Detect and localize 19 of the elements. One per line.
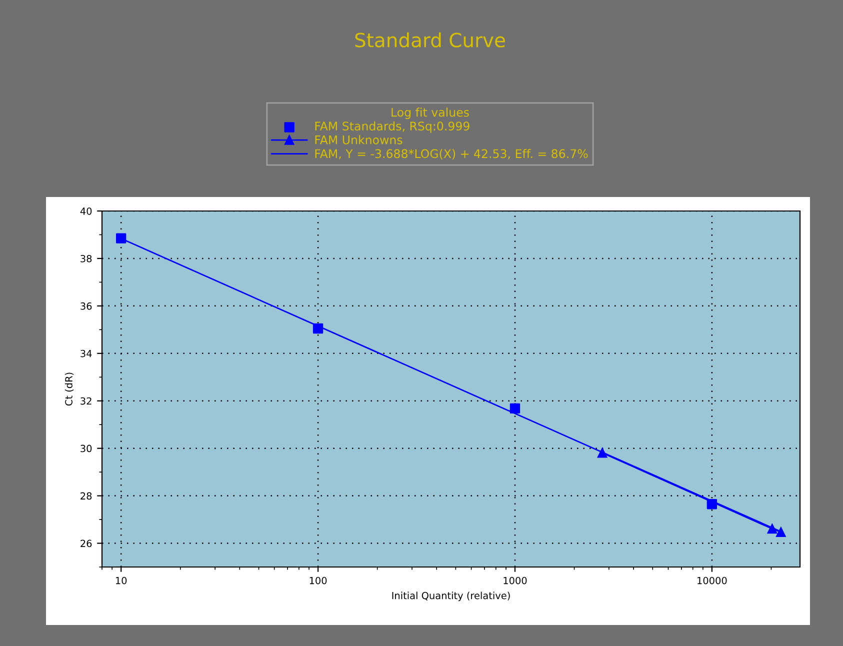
- chart-title: Standard Curve: [355, 32, 505, 48]
- y-tick-label: 36: [80, 302, 92, 310]
- y-tick-label: 30: [80, 444, 92, 452]
- x-tick-label: 100: [310, 576, 327, 584]
- y-tick-label: 26: [80, 540, 92, 548]
- y-tick-label: 34: [80, 350, 92, 358]
- x-axis-title: Initial Quantity (relative): [392, 592, 510, 602]
- y-axis-title: Ct (dR): [64, 372, 74, 406]
- x-tick-label: 10: [116, 576, 127, 584]
- legend-label: FAM Unknowns: [315, 135, 402, 144]
- y-tick-label: 38: [80, 254, 92, 262]
- legend-title: Log fit values: [392, 108, 469, 120]
- legend-label: FAM, Y = -3.688*LOG(X) + 42.53, Eff. = 86.7%: [315, 148, 588, 160]
- y-tick-label: 40: [80, 207, 92, 215]
- x-tick-label: 1000: [504, 576, 527, 584]
- x-tick-label: 10000: [698, 576, 727, 584]
- legend-label: FAM Standards, RSq:0.999: [315, 121, 470, 133]
- y-tick-label: 32: [80, 397, 92, 405]
- y-tick-label: 28: [80, 492, 92, 500]
